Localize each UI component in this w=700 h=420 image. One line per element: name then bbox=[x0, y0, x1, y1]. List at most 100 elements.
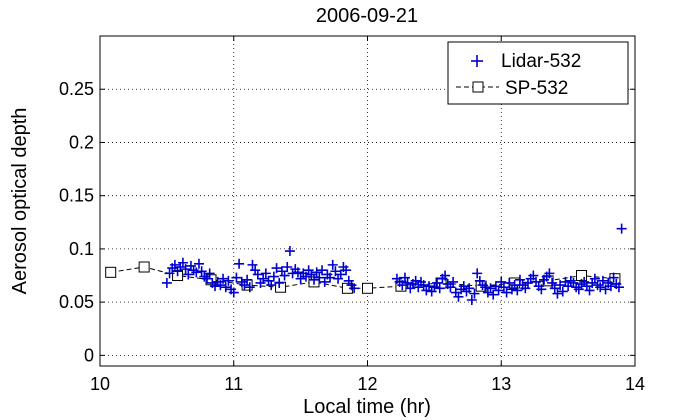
lidar-532-point bbox=[260, 268, 271, 279]
lidar-532-point bbox=[234, 258, 245, 269]
lidar-532-point bbox=[317, 265, 328, 276]
lidar-532-point bbox=[458, 281, 469, 292]
lidar-532-point bbox=[402, 277, 413, 288]
y-axis-title: Aerosol optical depth bbox=[9, 108, 31, 295]
lidar-532-point bbox=[244, 282, 255, 293]
lidar-532-point bbox=[536, 284, 547, 295]
lidar-532-point bbox=[485, 283, 496, 294]
lidar-532-point bbox=[292, 267, 303, 278]
lidar-532-point bbox=[180, 264, 191, 275]
lidar-532-point bbox=[549, 283, 560, 294]
legend-label-sp: SP-532 bbox=[505, 78, 568, 99]
legend-item-lidar: Lidar-532 bbox=[471, 51, 581, 72]
lidar-532-point bbox=[258, 273, 269, 284]
lidar-532-point bbox=[204, 268, 215, 279]
lidar-532-point bbox=[220, 282, 231, 293]
lidar-532-point bbox=[399, 272, 410, 283]
lidar-532-point bbox=[306, 269, 317, 280]
lidar-532-point bbox=[589, 273, 600, 284]
lidar-532-point bbox=[300, 271, 311, 282]
x-tick-label: 13 bbox=[491, 374, 511, 394]
y-tick-label: 0.15 bbox=[59, 186, 94, 206]
lidar-532-point bbox=[418, 280, 429, 291]
lidar-532-point bbox=[202, 273, 212, 284]
lidar-532-point bbox=[504, 277, 515, 288]
lidar-532-point bbox=[600, 284, 611, 295]
legend-item-sp: SP-532 bbox=[456, 78, 568, 99]
lidar-532-point bbox=[424, 281, 435, 292]
lidar-532-point bbox=[349, 283, 360, 294]
lidar-532-point bbox=[191, 267, 202, 278]
lidar-532-point bbox=[295, 273, 306, 284]
sp-532-point bbox=[105, 266, 117, 278]
lidar-532-point bbox=[501, 287, 512, 298]
lidar-532-point bbox=[161, 277, 172, 288]
lidar-532-point bbox=[480, 282, 491, 293]
x-tick-label: 11 bbox=[224, 374, 243, 394]
lidar-532-point bbox=[528, 270, 539, 281]
lidar-532-point bbox=[547, 277, 558, 288]
sp-legend-marker bbox=[456, 81, 499, 93]
lidar-532-point bbox=[410, 275, 421, 286]
lidar-532-point bbox=[231, 272, 242, 283]
lidar-532-point bbox=[597, 275, 608, 286]
lidar-532-point bbox=[242, 274, 253, 285]
sp-532-point bbox=[362, 282, 373, 294]
lidar-532-point bbox=[413, 282, 424, 293]
y-tick-label: 0.1 bbox=[69, 239, 94, 259]
lidar-legend-marker bbox=[471, 55, 483, 67]
lidar-532-point bbox=[514, 274, 525, 285]
lidar-532-point bbox=[268, 271, 279, 282]
lidar-532-series bbox=[161, 223, 627, 305]
lidar-532-point bbox=[464, 283, 475, 294]
lidar-532-point bbox=[183, 269, 194, 280]
lidar-532-point bbox=[608, 272, 619, 283]
lidar-532-point bbox=[274, 277, 285, 288]
lidar-532-point bbox=[605, 281, 616, 292]
lidar-532-point bbox=[453, 291, 464, 302]
lidar-532-point bbox=[440, 270, 451, 281]
lidar-532-point bbox=[445, 282, 456, 293]
legend-box bbox=[447, 41, 629, 105]
lidar-532-point bbox=[613, 282, 624, 293]
lidar-532-point bbox=[584, 285, 595, 296]
lidar-532-point bbox=[573, 284, 584, 295]
lidar-532-point bbox=[616, 223, 627, 234]
lidar-532-point bbox=[247, 259, 258, 270]
sp-532-point bbox=[138, 261, 150, 273]
lidar-532-point bbox=[325, 272, 336, 283]
lidar-532-point bbox=[469, 288, 480, 299]
y-tick-label: 0.25 bbox=[59, 79, 94, 99]
lidar-532-point bbox=[223, 275, 234, 286]
lidar-532-point bbox=[177, 257, 188, 268]
lidar-532-point bbox=[319, 276, 330, 287]
x-tick-label: 12 bbox=[357, 374, 377, 394]
lidar-532-point bbox=[279, 270, 290, 281]
lidar-532-point bbox=[271, 263, 282, 274]
x-tick-label: 14 bbox=[625, 374, 645, 394]
lidar-532-point bbox=[335, 269, 346, 280]
lidar-532-point bbox=[284, 246, 295, 257]
lidar-532-point bbox=[496, 276, 507, 287]
lidar-532-point bbox=[448, 276, 459, 287]
lidar-532-point bbox=[309, 274, 319, 285]
x-tick-label: 10 bbox=[90, 374, 110, 394]
lidar-532-point bbox=[193, 258, 204, 269]
x-axis-title: Local time (hr) bbox=[303, 396, 431, 418]
lidar-532-point bbox=[595, 282, 606, 293]
lidar-532-point bbox=[397, 280, 408, 291]
lidar-532-point bbox=[266, 280, 277, 291]
lidar-532-point bbox=[252, 269, 263, 280]
lidar-532-point bbox=[228, 287, 239, 298]
lidar-532-point bbox=[488, 289, 499, 300]
lidar-532-point bbox=[512, 285, 523, 296]
y-tick-label: 0 bbox=[84, 345, 94, 365]
sp-532-point bbox=[576, 270, 587, 282]
legend-label-lidar: Lidar-532 bbox=[501, 51, 581, 72]
lidar-532-point bbox=[555, 280, 566, 291]
y-tick-label: 0.2 bbox=[69, 132, 94, 152]
lidar-532-point bbox=[218, 273, 229, 284]
lidar-532-point bbox=[563, 281, 574, 292]
lidar-532-point bbox=[215, 280, 226, 291]
y-tick-label: 0.05 bbox=[59, 292, 94, 312]
